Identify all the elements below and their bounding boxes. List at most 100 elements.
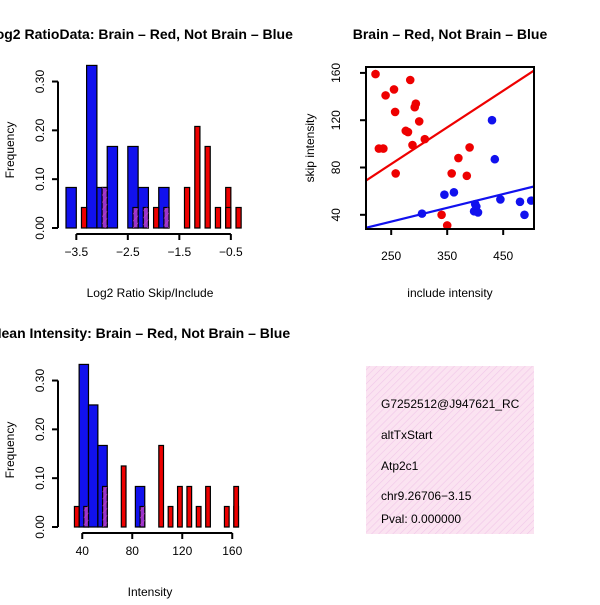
intensity-histogram-red-bar xyxy=(176,485,183,528)
scatter-point-red xyxy=(462,171,472,181)
scatter-point-red xyxy=(405,75,415,85)
intensity-histogram-xlabel: Intensity xyxy=(128,585,173,599)
info-pval: Pval: 0.000000 xyxy=(381,512,461,526)
ratio-histogram-x-tick-label: −0.5 xyxy=(219,245,243,259)
ratio-histogram-y-tick-label: 0.30 xyxy=(33,70,47,94)
scatter-point-red xyxy=(465,143,474,152)
ratio-histogram-blue-bar xyxy=(86,64,98,229)
scatter-point-red xyxy=(389,85,399,94)
scatter-point-blue xyxy=(526,196,534,205)
intensity-histogram-bars xyxy=(73,363,240,528)
intensity-histogram-red-bar xyxy=(233,485,240,528)
intensity-histogram-x-tick-label: 80 xyxy=(126,544,140,558)
scatter-point-red xyxy=(403,127,413,137)
scatter-point-red xyxy=(381,91,390,100)
scatter-point-red xyxy=(391,169,400,178)
intensity-histogram-red-bar xyxy=(195,505,202,528)
ratio-histogram-y-tick-label: 0.10 xyxy=(33,167,47,191)
intensity-histogram-red-bar xyxy=(120,465,127,528)
intensity-histogram-red-bar xyxy=(186,485,193,528)
scatter-point-blue xyxy=(496,195,505,204)
ratio-histogram-red-bar xyxy=(225,206,232,229)
scatter-x-tick-label: 250 xyxy=(381,249,401,263)
ratio-histogram-overlap-hatch xyxy=(143,207,149,228)
scatter-point-blue xyxy=(515,197,525,207)
scatter-point-red xyxy=(454,153,463,163)
ratio-histogram-x-tick-label: −3.5 xyxy=(64,245,88,259)
scatter-plot-area xyxy=(365,66,535,230)
scatter-point-blue xyxy=(487,115,497,125)
info-location: chr9.26706−3.15 xyxy=(381,489,472,503)
scatter-point-blue xyxy=(520,210,529,220)
scatter-panel: Brain – Red, Not Brain – Blue 250 350 450 4… xyxy=(303,26,547,300)
info-probe-id: G7252512@J947621_RC xyxy=(381,397,520,411)
ratio-histogram-red-bar xyxy=(204,145,211,229)
scatter-point-red xyxy=(390,107,400,117)
ratio-histogram-y-tick-label: 0.20 xyxy=(33,118,47,142)
scatter-point-red xyxy=(371,69,380,79)
intensity-histogram-x-tick-label: 160 xyxy=(222,544,242,558)
scatter-point-red xyxy=(437,210,446,220)
ratio-histogram-overlap-hatch xyxy=(102,187,108,228)
ratio-histogram-axes: −3.5 −2.5 −1.5 −0.5 0.00 0.10 0.20 0.30 xyxy=(33,70,243,259)
scatter-clip-group xyxy=(366,69,534,229)
intensity-histogram-panel: Mean Intensity: Brain – Red, Not Brain –… xyxy=(0,325,290,599)
ratio-histogram-red-bar xyxy=(235,206,242,229)
intensity-histogram-red-bar xyxy=(167,505,174,528)
scatter-point-blue xyxy=(473,208,483,217)
ratio-histogram-red-bar xyxy=(214,206,222,229)
intensity-histogram-y-tick-label: 0.20 xyxy=(33,417,47,441)
ratio-histogram-x-tick-label: −1.5 xyxy=(167,245,191,259)
scatter-point-red xyxy=(447,169,456,178)
scatter-point-red xyxy=(414,117,424,126)
intensity-histogram-overlap-hatch xyxy=(83,506,89,527)
info-panel: G7252512@J947621_RC altTxStart Atp2c1 ch… xyxy=(366,366,534,534)
intensity-histogram-y-tick-label: 0.10 xyxy=(33,466,47,490)
intensity-histogram-red-bar xyxy=(223,505,230,528)
intensity-histogram-y-tick-label: 0.30 xyxy=(33,369,47,393)
scatter-point-red xyxy=(379,144,388,153)
intensity-histogram-overlap-hatch xyxy=(140,506,145,527)
info-gene: Atp2c1 xyxy=(381,459,419,473)
scatter-y-tick-label: 80 xyxy=(329,161,343,175)
scatter-fit-line-blue xyxy=(366,185,534,229)
scatter-y-tick-label: 40 xyxy=(329,208,343,222)
scatter-axes: 250 350 450 40 80 120 160 xyxy=(329,63,514,263)
ratio-histogram-red-bar xyxy=(183,186,191,229)
intensity-histogram-red-bar xyxy=(158,444,165,528)
intensity-histogram-overlap-hatch xyxy=(102,486,108,527)
ratio-histogram-xlabel: Log2 Ratio Skip/Include xyxy=(87,286,214,300)
info-panel-hatch xyxy=(366,366,534,534)
ratio-histogram-title: Log2 RatioData: Brain – Red, Not Brain –… xyxy=(0,26,293,42)
scatter-point-red xyxy=(408,140,417,150)
info-event-type: altTxStart xyxy=(381,428,433,442)
ratio-histogram-overlap-hatch xyxy=(132,207,139,228)
scatter-frame xyxy=(365,66,535,230)
ratio-histogram-y-tick-label: 0.00 xyxy=(33,216,47,240)
intensity-histogram-red-bar xyxy=(73,505,80,528)
scatter-point-blue xyxy=(440,190,449,200)
ratio-histogram-bars xyxy=(65,64,242,229)
ratio-histogram-ylabel: Frequency xyxy=(3,122,17,179)
scatter-x-tick-label: 450 xyxy=(493,249,513,263)
ratio-histogram-blue-bar xyxy=(65,186,77,229)
scatter-x-tick-label: 350 xyxy=(437,249,457,263)
scatter-y-tick-label: 160 xyxy=(329,63,343,83)
scatter-y-tick-label: 120 xyxy=(329,110,343,130)
ratio-histogram-red-bar xyxy=(80,206,88,229)
ratio-histogram-blue-bar xyxy=(106,145,119,229)
scatter-xlabel: include intensity xyxy=(407,286,492,300)
ratio-histogram-red-bar xyxy=(194,125,201,229)
scatter-point-red xyxy=(442,221,452,229)
ratio-histogram-red-bar xyxy=(152,206,160,229)
intensity-histogram-blue-bar xyxy=(87,404,99,528)
intensity-histogram-blue-bar xyxy=(78,363,90,528)
scatter-point-blue xyxy=(490,154,500,164)
intensity-histogram-x-tick-label: 40 xyxy=(76,544,90,558)
scatter-point-red xyxy=(411,99,421,108)
scatter-fit-line-red xyxy=(366,69,534,182)
intensity-histogram-title: Mean Intensity: Brain – Red, Not Brain –… xyxy=(0,325,290,341)
ratio-histogram-overlap-hatch xyxy=(163,207,170,228)
